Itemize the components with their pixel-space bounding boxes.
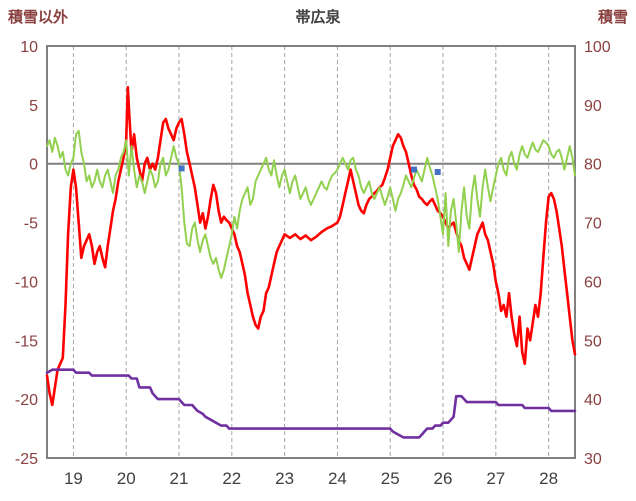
y-left-tick-label: -15 bbox=[15, 333, 38, 350]
blue-marker-series-marker bbox=[411, 166, 417, 173]
green-line bbox=[46, 129, 576, 279]
blue-marker-series-marker bbox=[178, 165, 185, 172]
plot-area bbox=[47, 46, 575, 458]
y-left-tick-label: -5 bbox=[24, 216, 38, 233]
x-tick-label: 27 bbox=[486, 469, 505, 488]
blue-marker-series-marker bbox=[434, 169, 441, 175]
x-tick-label: 28 bbox=[539, 469, 558, 488]
y-left-tick-label: 0 bbox=[29, 157, 38, 174]
x-tick-label: 25 bbox=[381, 469, 400, 488]
x-tick-label: 23 bbox=[275, 469, 294, 488]
y-right-tick-label: 100 bbox=[584, 39, 611, 56]
y-right-tick-label: 30 bbox=[584, 451, 602, 468]
y-left-tick-label: 5 bbox=[29, 98, 38, 115]
x-tick-label: 19 bbox=[64, 469, 83, 488]
plot-border bbox=[46, 45, 576, 459]
x-tick-label: 22 bbox=[222, 469, 241, 488]
y-left-tick-label: 10 bbox=[20, 39, 38, 56]
x-tick-label: 24 bbox=[328, 469, 347, 488]
right-axis-title: 積雪 bbox=[597, 9, 628, 26]
y-right-tick-label: 70 bbox=[584, 216, 602, 233]
left-axis-title: 積雪以外 bbox=[8, 9, 69, 26]
red-line bbox=[45, 85, 577, 407]
x-tick-label: 26 bbox=[434, 469, 453, 488]
y-right-tick-label: 50 bbox=[584, 333, 602, 350]
y-right-tick-label: 60 bbox=[584, 274, 602, 291]
x-tick-label: 21 bbox=[170, 469, 189, 488]
y-right-tick-label: 80 bbox=[584, 157, 602, 174]
y-right-tick-label: 40 bbox=[584, 392, 602, 409]
y-left-tick-label: -20 bbox=[15, 392, 38, 409]
x-tick-label: 20 bbox=[117, 469, 136, 488]
purple-line bbox=[45, 368, 577, 439]
y-left-tick-label: -25 bbox=[15, 451, 38, 468]
y-right-tick-label: 90 bbox=[584, 98, 602, 115]
chart-title: 帯広泉 bbox=[295, 9, 341, 26]
chart-header: 積雪以外 帯広泉 積雪 bbox=[0, 6, 636, 28]
y-left-tick-label: -10 bbox=[15, 274, 38, 291]
